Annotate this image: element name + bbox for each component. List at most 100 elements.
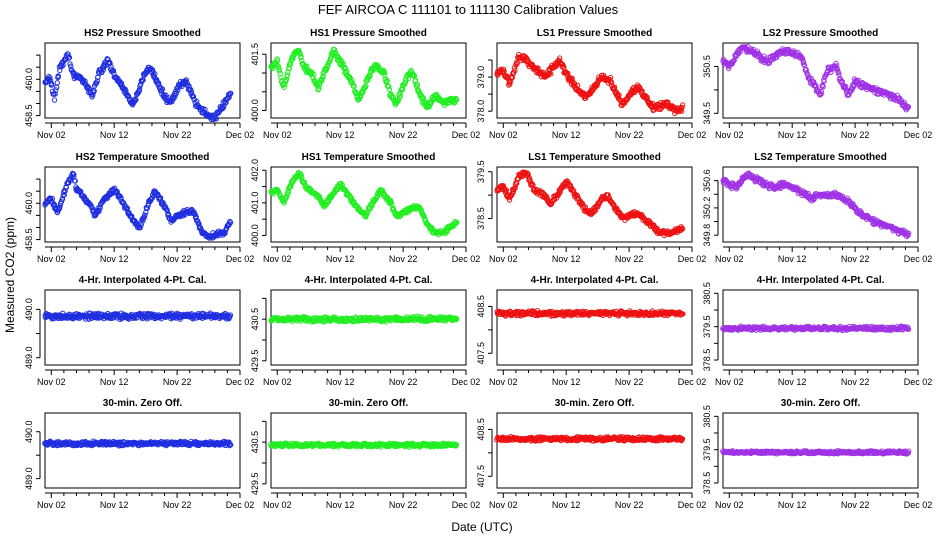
data-point [834,66,840,72]
data-point [381,67,387,74]
data-point [543,193,550,200]
series-HS1 [268,46,460,111]
y-tick-label: 378.5 [476,207,486,230]
x-tick-label: Dec 02 [226,377,255,387]
y-tick-label: 350.2 [702,197,712,220]
x-tick-label: Nov 22 [163,500,192,510]
y-tick-label: 460.0 [24,192,34,215]
data-point [390,94,396,100]
plot-frame [270,289,467,366]
x-tick-label: Nov 02 [715,377,744,387]
x-tick-label: Dec 02 [452,377,481,387]
data-point [799,56,806,62]
plot-frame [496,42,693,119]
data-point [228,90,234,97]
x-tick-label: Nov 02 [489,130,518,140]
series-LS2 [720,43,912,113]
data-point [157,195,164,201]
panel-title: 30-min. Zero Off. [103,398,183,409]
data-point [574,82,581,89]
data-point [512,185,518,191]
data-point [190,93,197,100]
x-tick-label: Nov 12 [100,130,129,140]
series-HS2 [42,170,234,241]
y-tick-label: 407.5 [476,342,486,365]
data-point [800,59,807,66]
data-point [335,186,341,193]
x-tick-label: Nov 22 [389,130,418,140]
y-tick-label: 458.5 [24,104,34,127]
x-tick-label: Dec 02 [904,377,933,387]
data-point [71,171,77,178]
plot-frame [44,412,241,489]
x-tick-label: Nov 12 [552,254,581,264]
panel-title: HS1 Pressure Smoothed [310,28,427,39]
series-LS2 [720,323,912,334]
data-point [557,189,563,196]
data-point [514,60,520,67]
x-tick-label: Nov 22 [615,254,644,264]
x-tick-label: Nov 22 [841,130,870,140]
data-point [124,206,130,212]
y-tick-label: 489.0 [24,346,34,369]
data-point [414,82,421,88]
x-tick-label: Nov 22 [615,130,644,140]
panel-11: 4-Hr. Interpolated 4-Pt. Cal.Nov 02 Nov 1… [702,275,932,387]
data-point [316,82,323,88]
data-point [107,60,113,66]
panel-10: 4-Hr. Interpolated 4-Pt. Cal.Nov 02 Nov 1… [476,275,706,387]
data-point [56,205,63,212]
data-point [454,219,460,226]
data-point [159,86,166,92]
series-HS2 [42,51,234,123]
data-point [511,186,517,193]
data-point [818,91,824,97]
data-point [503,187,509,193]
data-point [761,53,767,59]
x-tick-label: Dec 02 [452,254,481,264]
y-tick-label: 350.5 [702,55,712,78]
data-point [91,88,97,94]
data-point [594,80,601,86]
data-point [47,75,53,81]
series-LS2 [720,170,912,240]
data-point [905,104,912,110]
x-tick-label: Nov 22 [841,377,870,387]
data-point [500,66,507,72]
y-tick-label: 378.5 [702,349,712,372]
x-tick-label: Nov 02 [489,377,518,387]
data-point [213,116,219,122]
x-tick-label: Nov 02 [37,377,66,387]
panel-title: LS2 Temperature Smoothed [754,152,887,163]
data-point [569,75,575,82]
panel-8: 4-Hr. Interpolated 4-Pt. Cal.Nov 02 Nov 1… [24,275,254,387]
data-point [341,64,347,71]
data-point [222,230,228,237]
data-point [509,74,515,81]
x-tick-label: Nov 02 [715,254,744,264]
x-tick-label: Dec 02 [452,130,481,140]
data-point [527,176,533,182]
x-tick-label: Dec 02 [904,254,933,264]
series-LS1 [494,51,686,117]
x-tick-label: Dec 02 [226,130,255,140]
data-point [164,207,170,213]
x-axis-label: Date (UTC) [451,520,512,534]
data-point [125,208,131,215]
data-point [381,70,388,76]
data-point [315,87,321,93]
plot-frame [722,42,919,119]
data-point [284,72,291,78]
data-point [680,102,686,108]
panel-title: 30-min. Zero Off. [329,398,409,409]
data-point [173,90,180,96]
x-tick-label: Nov 12 [778,130,807,140]
data-point [152,71,158,77]
